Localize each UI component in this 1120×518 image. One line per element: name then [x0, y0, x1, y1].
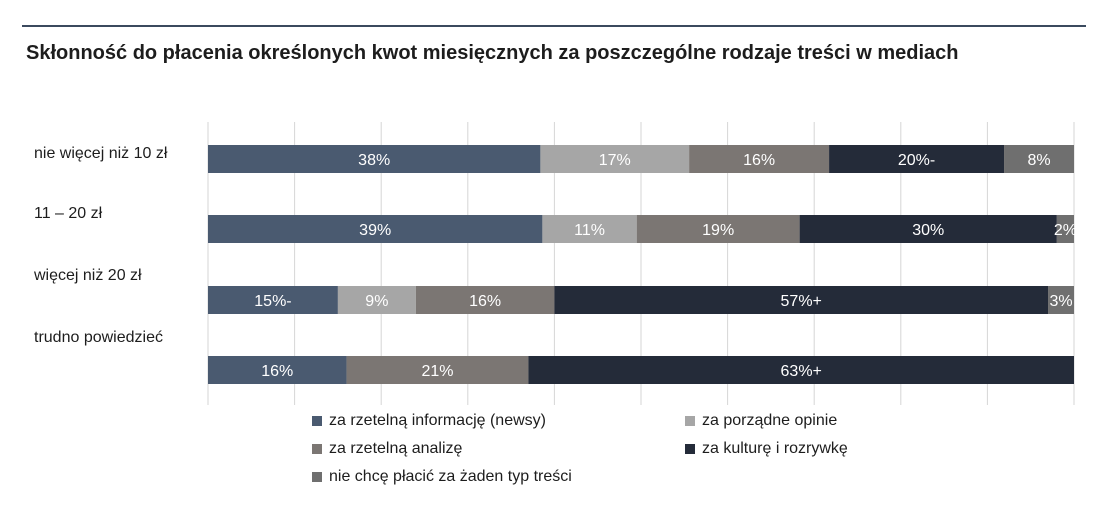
data-label: 8% [1027, 152, 1050, 169]
legend-swatch-none [312, 472, 322, 482]
legend-item-opinions: za porządne opinie [685, 412, 837, 430]
data-label: 9% [365, 293, 388, 310]
legend-label-news: za rzetelną informację (newsy) [329, 412, 546, 429]
data-label: 19% [702, 222, 734, 239]
legend-swatch-analysis [312, 444, 322, 454]
data-label: 30% [912, 222, 944, 239]
data-label: 38% [358, 152, 390, 169]
legend-item-none: nie chcę płacić za żaden typ treści [312, 468, 572, 486]
bar-segment [554, 286, 1049, 314]
category-label: więcej niż 20 zł [33, 267, 142, 284]
bar-segment [799, 215, 1057, 243]
chart-title: Skłonność do płacenia określonych kwot m… [26, 42, 959, 64]
data-label: 15%- [254, 293, 291, 310]
bar-segment [1048, 286, 1074, 314]
bar-segment [540, 145, 690, 173]
category-label: 11 – 20 zł [34, 205, 103, 222]
category-label: nie więcej niż 10 zł [34, 145, 168, 162]
data-label: 39% [359, 222, 391, 239]
legend-swatch-news [312, 416, 322, 426]
legend-label-none: nie chcę płacić za żaden typ treści [329, 468, 572, 485]
data-label: 20%- [898, 152, 935, 169]
bar-segment [829, 145, 1005, 173]
bars: 38% 17% 16% 20%- 8% 39% 11% 19% 30% 2% 15%- 9% 16% 57… [208, 145, 1077, 384]
legend-item-analysis: za rzetelną analizę [312, 440, 462, 458]
bar-segment [689, 145, 830, 173]
legend-swatch-opinions [685, 416, 695, 426]
bar-segment [415, 286, 555, 314]
legend-label-opinions: za porządne opinie [702, 412, 838, 429]
data-label: 11% [574, 222, 605, 239]
bar-segment [1056, 215, 1074, 243]
data-label: 16% [743, 152, 775, 169]
data-label: 21% [421, 363, 453, 380]
bar-segment [542, 215, 637, 243]
data-label: 57%+ [781, 293, 822, 310]
bar-segment [208, 286, 338, 314]
bar-segment [208, 145, 541, 173]
bar-segment [208, 356, 347, 384]
data-label: 16% [261, 363, 293, 380]
legend-label-culture: za kulturę i rozrywkę [702, 440, 848, 457]
bar-segment [1004, 145, 1074, 173]
bar-segment [208, 215, 543, 243]
data-label: 16% [469, 293, 501, 310]
data-label: 63%+ [781, 363, 822, 380]
bar-segment [337, 286, 416, 314]
legend-swatch-culture [685, 444, 695, 454]
data-label: 2% [1054, 222, 1077, 239]
category-label: trudno powiedzieć [34, 329, 163, 346]
bar-segment [346, 356, 529, 384]
data-label: 17% [599, 152, 631, 169]
top-rule [22, 25, 1086, 27]
legend-label-analysis: za rzetelną analizę [329, 440, 463, 457]
legend-item-news: za rzetelną informację (newsy) [312, 412, 546, 430]
category-labels: nie więcej niż 10 zł 11 – 20 zł więcej niż… [33, 145, 168, 346]
bar-segment [528, 356, 1074, 384]
bar-segment [636, 215, 800, 243]
data-label: 3% [1049, 293, 1072, 310]
legend-item-culture: za kulturę i rozrywkę [685, 440, 848, 458]
